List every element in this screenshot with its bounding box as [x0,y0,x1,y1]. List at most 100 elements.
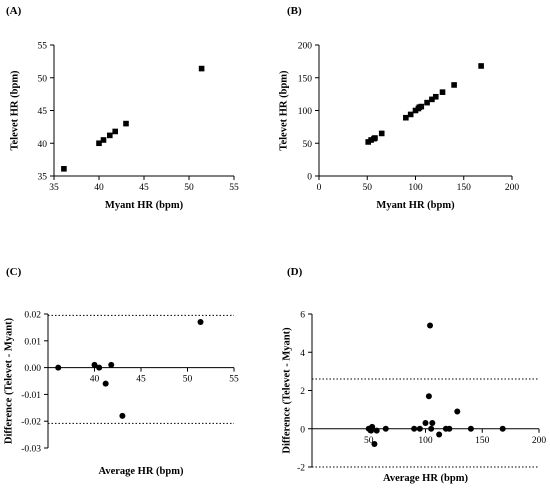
data-point [96,364,103,371]
data-point [407,111,414,118]
x-tick-label: 45 [136,375,146,385]
x-tick-label: 40 [94,183,104,193]
data-point [102,380,109,387]
x-axis-label: Myant HR (bpm) [105,200,184,211]
x-tick-label: 200 [505,183,520,193]
data-point [197,319,204,326]
x-tick-label: 50 [364,436,374,446]
x-tick-label: 40 [90,375,100,385]
data-point [119,412,126,419]
y-axis-label: Televet HR (bpm) [10,70,21,151]
data-point [436,431,443,438]
data-point [403,114,409,121]
data-point [55,364,62,371]
y-tick-label: 50 [38,74,48,84]
data-point [439,89,446,95]
y-tick-label: -0.02 [21,418,41,428]
data-point [96,140,102,147]
panel-a: (A) 35 40 45 50 55 35 40 45 50 55 Myant HR (bpm) Tel… [6,5,239,211]
x-tick-label: 50 [363,183,373,193]
panel-label: (A) [6,5,22,17]
data-point [499,425,506,432]
y-tick-label: 0 [307,173,312,183]
y-tick-label: 55 [38,42,48,52]
y-tick-label: 2 [300,387,305,397]
data-point [451,82,457,88]
y-tick-label: 40 [38,140,48,150]
data-point [412,107,419,114]
y-tick-label: 0 [300,425,305,435]
panel-d: (D) -2 0 2 4 6 50 100 150 200 Average HR (bpm) Diff… [282,266,547,484]
data-point [112,128,118,135]
data-point [432,93,439,100]
data-point [382,425,389,432]
y-tick-label: 35 [38,173,48,183]
data-point [372,135,378,141]
data-point [107,132,113,139]
data-point [478,63,484,69]
y-axis-label: Televet HR (bpm) [279,70,290,151]
data-point [422,420,429,427]
x-axis-label: Average HR (bpm) [383,473,468,484]
x-tick-label: 50 [184,183,194,193]
x-tick-label: 55 [229,183,239,193]
y-tick-label: 200 [298,42,313,52]
data-point [368,137,374,143]
x-tick-label: 45 [139,183,149,193]
x-tick-label: 150 [475,436,490,446]
data-point [108,361,115,368]
y-tick-label: 100 [298,107,313,117]
x-tick-label: 200 [532,436,547,446]
data-point [454,408,461,415]
y-axis-label: Difference (Televet - Myant) [282,327,293,454]
y-tick-label: 50 [303,140,313,150]
y-tick-label: 0.00 [24,364,41,374]
x-tick-label: 100 [408,183,423,193]
x-tick-label: 55 [229,375,239,385]
data-point [378,130,385,137]
y-tick-label: 150 [298,74,313,84]
panel-c: (C) -0.03 -0.02 -0.01 0.00 0.01 0.02 40 45 50 55 Av… [4,266,239,477]
y-tick-label: 4 [300,349,305,359]
y-tick-label: -2 [297,464,305,474]
data-point [373,427,380,434]
data-point [425,393,432,400]
data-point [416,425,423,432]
data-point [429,420,436,427]
data-point [411,425,418,432]
y-axis-label: Difference (Televet - Myant) [4,317,15,444]
data-point [100,137,107,143]
data-point [467,425,474,432]
data-point [446,425,453,432]
data-point [429,96,435,103]
panel-label: (D) [287,266,303,278]
x-tick-label: 0 [317,183,322,193]
data-point [418,103,425,110]
data-point [428,425,435,432]
x-tick-label: 100 [418,436,433,446]
data-point [424,99,430,106]
data-point [371,441,378,448]
data-point [427,322,434,329]
x-axis-label: Average HR (bpm) [99,466,184,477]
data-point [198,65,205,72]
x-tick-label: 150 [457,183,472,193]
x-axis-label: Myant HR (bpm) [376,200,455,211]
panel-b: (B) 0 50 100 150 200 0 50 100 150 200 Myant HR (bpm… [279,5,520,211]
y-tick-label: 0.01 [24,337,41,347]
data-point [369,423,376,430]
y-tick-label: 45 [38,107,48,117]
data-point [91,361,98,368]
x-tick-label: 50 [183,375,193,385]
panel-label: (B) [287,5,302,17]
data-point [123,120,129,127]
data-point [61,165,67,172]
x-tick-label: 35 [49,183,59,193]
panel-label: (C) [6,266,22,278]
data-point [365,139,372,145]
y-tick-label: -0.01 [21,391,41,401]
y-tick-label: 6 [300,311,305,321]
y-tick-label: 0.02 [24,311,41,321]
y-tick-label: -0.03 [21,445,41,455]
